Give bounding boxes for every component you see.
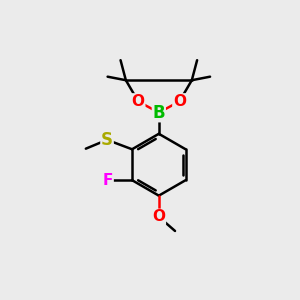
Text: O: O: [132, 94, 145, 109]
Text: S: S: [101, 131, 113, 149]
Text: F: F: [103, 173, 113, 188]
Text: B: B: [152, 103, 165, 122]
Text: O: O: [152, 209, 165, 224]
Text: O: O: [173, 94, 186, 109]
